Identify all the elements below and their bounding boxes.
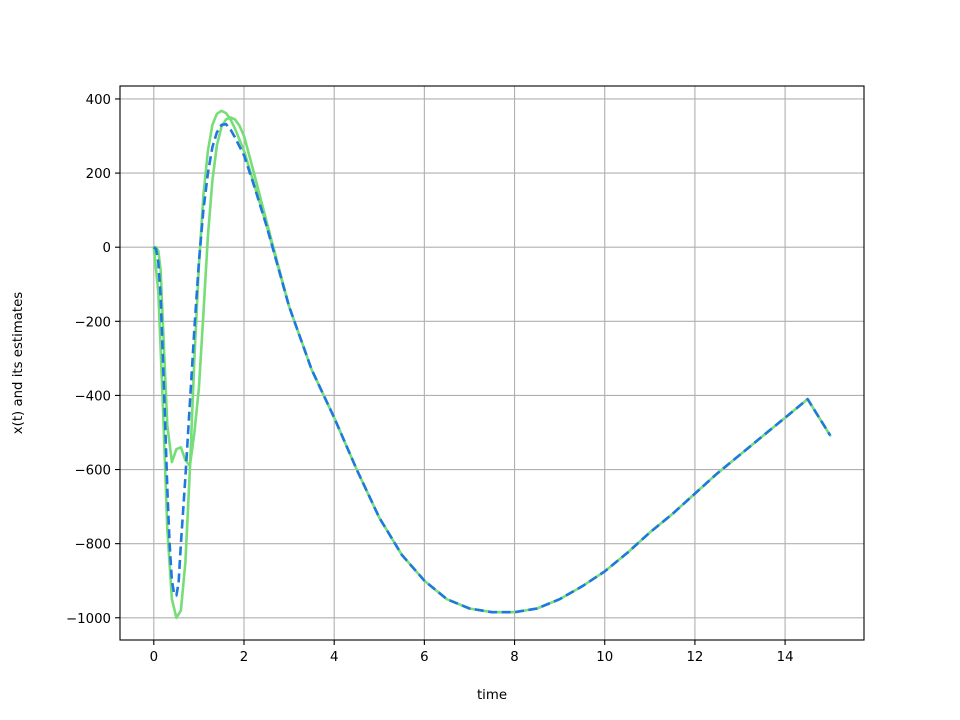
plot-frame bbox=[119, 85, 865, 641]
x-tick-label: 10 bbox=[596, 650, 613, 665]
y-axis: −1000 −800 −600 −400 −200 0 200 400 bbox=[66, 93, 120, 627]
x-axis: 0 2 4 6 8 10 12 14 bbox=[150, 640, 794, 665]
x-tick-label: 8 bbox=[510, 650, 518, 665]
x-tick-label: 0 bbox=[150, 650, 158, 665]
series-2-line bbox=[152, 116, 291, 468]
y-tick-label: 400 bbox=[86, 93, 111, 108]
series-3-line bbox=[152, 122, 832, 614]
x-tick-label: 6 bbox=[420, 650, 428, 665]
y-tick-label: −800 bbox=[74, 538, 111, 553]
x-axis-label: time bbox=[477, 688, 507, 703]
grid bbox=[120, 86, 864, 640]
y-tick-label: −400 bbox=[74, 389, 111, 404]
y-axis-label: x(t) and its estimates bbox=[11, 292, 26, 435]
y-tick-label: −200 bbox=[74, 315, 111, 330]
y-tick-label: 200 bbox=[86, 167, 111, 182]
y-tick-label: 0 bbox=[103, 241, 111, 256]
x-tick-label: 12 bbox=[686, 650, 703, 665]
y-tick-label: −600 bbox=[74, 464, 111, 479]
x-tick-label: 4 bbox=[330, 650, 338, 665]
x-tick-label: 2 bbox=[240, 650, 248, 665]
x-tick-label: 14 bbox=[777, 650, 794, 665]
y-tick-label: −1000 bbox=[66, 612, 111, 627]
series-layer bbox=[152, 109, 832, 620]
